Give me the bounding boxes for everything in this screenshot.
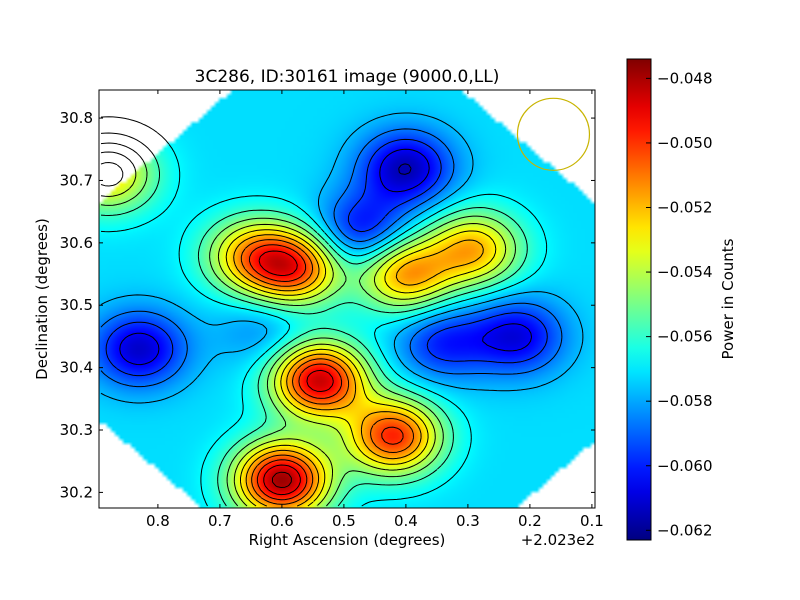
colorbar [626,58,652,541]
x-tick-label: 0.8 [146,512,170,530]
contour-lines [100,112,584,507]
x-tick-label: 0.2 [518,512,542,530]
x-axis-ticks: 0.8 0.7 0.6 0.5 0.4 0.3 0.2 0.1 [146,90,604,530]
contour-line [398,163,412,175]
chart-title: 3C286, ID:30161 image (9000.0,LL) [195,67,500,87]
contour-line [100,116,548,507]
y-tick-label: 30.2 [60,483,93,501]
y-axis-label: Declination (degrees) [33,218,51,380]
colorbar-tick-label: −0.050 [657,134,713,152]
colorbar-label: Power in Counts [719,238,737,359]
contour-line [100,151,507,507]
colorbar-tick-label: −0.060 [657,457,713,475]
x-axis-label: Right Ascension (degrees) [249,531,446,549]
y-tick-label: 30.4 [60,359,93,377]
contour-line [100,162,497,507]
colorbar-ticks: −0.062 −0.060 −0.058 −0.056 −0.054 −0.052 −0.0… [646,69,713,539]
beam-marker [516,97,591,171]
x-tick-label: 0.7 [208,512,232,530]
x-tick-label: 0.6 [270,512,294,530]
contour-line [100,112,584,404]
contour-line [100,142,516,507]
contour-line [100,128,563,388]
x-offset-label: +2.023e2 [521,531,595,549]
colorbar-tick-label: −0.054 [657,263,713,281]
x-tick-label: 0.5 [332,512,356,530]
colorbar-tick-label: −0.062 [657,521,713,539]
y-tick-label: 30.3 [60,421,93,439]
colorbar-tick-label: −0.056 [657,328,713,346]
x-tick-label: 0.4 [394,512,418,530]
x-tick-label: 0.3 [456,512,480,530]
contour-line [272,471,292,488]
colorbar-tick-label: −0.052 [657,198,713,216]
contour-line [119,148,532,366]
colorbar-tick-label: −0.048 [657,69,713,87]
contour-line [233,234,484,507]
contour-line [105,138,548,377]
contour-line [100,132,528,507]
y-axis-ticks: 30.2 30.3 30.4 30.5 30.6 30.7 30.8 [60,109,595,501]
y-tick-label: 30.7 [60,171,93,189]
contour-line [258,250,334,496]
plot-area [99,90,595,508]
contour-line [240,239,414,505]
heatmap-image [99,90,595,508]
y-tick-label: 30.6 [60,234,93,252]
y-tick-label: 30.8 [60,109,93,127]
contour-line [248,244,404,501]
plot-frame [98,89,596,509]
y-tick-label: 30.5 [60,296,93,314]
x-tick-label: 0.1 [580,512,604,530]
colorbar-tick-label: −0.058 [657,392,713,410]
